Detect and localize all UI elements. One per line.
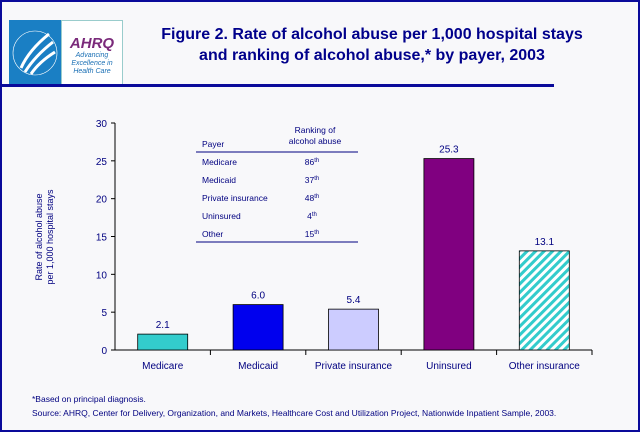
x-tick-label: Other insurance (509, 361, 581, 372)
x-tick-label: Private insurance (315, 361, 393, 372)
hhs-eagle-icon (12, 30, 58, 76)
y-tick-label: 15 (96, 233, 108, 244)
data-label: 5.4 (347, 295, 361, 306)
table-payer: Medicare (202, 157, 237, 167)
data-label: 2.1 (156, 320, 170, 331)
data-label: 25.3 (439, 145, 459, 156)
table-rank: 86th (305, 157, 319, 167)
table-header-rank: Ranking of (295, 125, 336, 135)
notes: *Based on principal diagnosis. Source: AH… (32, 392, 556, 420)
y-tick-label: 10 (96, 270, 108, 281)
bar (137, 333, 189, 351)
logo-tagline: Advancing Excellence in Health Care (71, 52, 113, 75)
table-payer: Medicaid (202, 175, 236, 185)
table-payer: Private insurance (202, 193, 268, 203)
logo-text: AHRQ (69, 35, 115, 52)
x-tick-label: Uninsured (426, 361, 472, 372)
bar (423, 158, 475, 351)
y-tick-label: 20 (96, 195, 108, 206)
data-label: 6.0 (251, 291, 265, 302)
x-tick-label: Medicaid (238, 361, 278, 372)
source-note: Source: AHRQ, Center for Delivery, Organ… (32, 408, 557, 418)
table-header-rank: alcohol abuse (289, 136, 342, 146)
data-label: 13.1 (535, 237, 555, 248)
table-rank: 37th (305, 175, 319, 185)
chart-title: Figure 2. Rate of alcohol abuse per 1,00… (161, 26, 583, 64)
divider (2, 84, 554, 87)
table-rank: 48th (305, 193, 319, 203)
y-tick-label: 5 (101, 308, 107, 319)
table-payer: Uninsured (202, 211, 241, 221)
table-rank: 4th (307, 211, 317, 221)
table-rank: 15th (305, 229, 319, 239)
table-header-payer: Payer (202, 139, 224, 149)
table-payer: Other (202, 229, 223, 239)
y-tick-label: 25 (96, 157, 108, 168)
y-tick-label: 30 (96, 119, 108, 130)
y-tick-label: 0 (101, 346, 107, 357)
bar (518, 250, 570, 351)
bar (328, 308, 379, 351)
footnote: *Based on principal diagnosis. (32, 394, 146, 404)
y-axis-label: Rate of alcohol abuseper 1,000 hospital … (34, 189, 55, 285)
x-tick-label: Medicare (142, 361, 184, 372)
bar (232, 304, 284, 351)
